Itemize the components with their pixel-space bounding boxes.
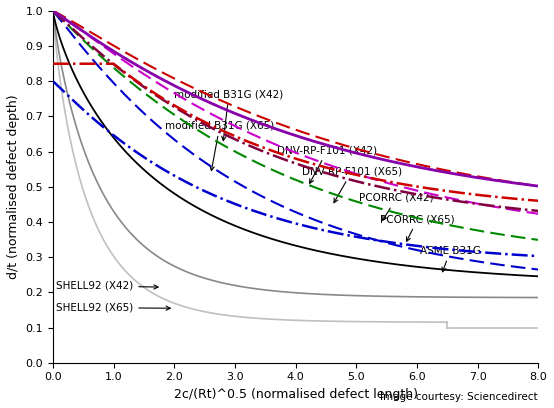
Text: ASME B31G: ASME B31G	[420, 246, 481, 272]
Text: DNV-RP-F101 (X65): DNV-RP-F101 (X65)	[301, 166, 402, 203]
Text: DNV-RP-F101 (X42): DNV-RP-F101 (X42)	[278, 145, 377, 183]
X-axis label: 2c/(Rt)^0.5 (normalised defect length): 2c/(Rt)^0.5 (normalised defect length)	[173, 388, 418, 401]
Text: modified B31G (X65): modified B31G (X65)	[165, 121, 274, 171]
Text: Image courtesy: Sciencedirect: Image courtesy: Sciencedirect	[379, 392, 537, 402]
Text: PCORRC (X42): PCORRC (X42)	[359, 193, 434, 220]
Text: PCORRC (X65): PCORRC (X65)	[381, 214, 455, 241]
Text: SHELL92 (X42): SHELL92 (X42)	[56, 281, 158, 291]
Text: SHELL92 (X65): SHELL92 (X65)	[56, 303, 170, 313]
Y-axis label: d/t (normalised defect depth): d/t (normalised defect depth)	[7, 95, 20, 279]
Text: modified B31G (X42): modified B31G (X42)	[175, 89, 284, 141]
